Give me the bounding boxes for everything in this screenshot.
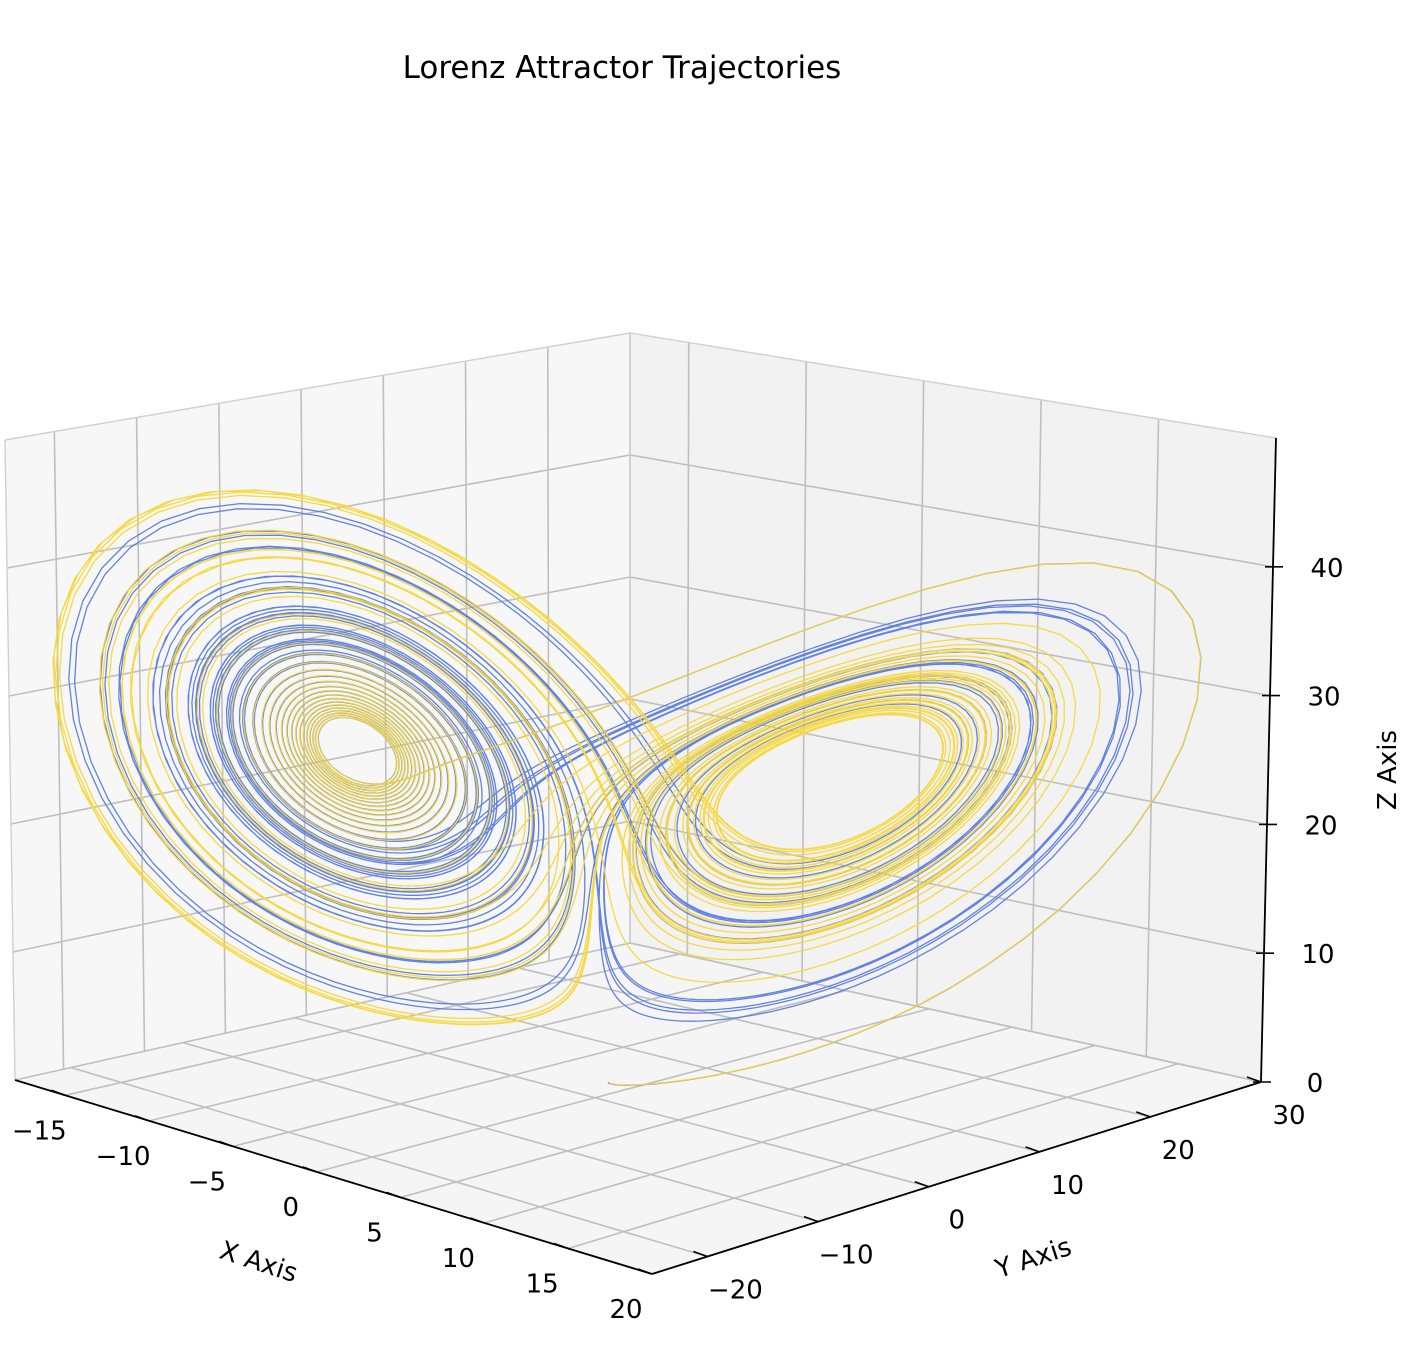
y-tick-label-3: 10 — [1051, 1171, 1084, 1201]
grid-left-z-25 — [8, 576, 631, 697]
grid-right-z-37 — [629, 454, 1274, 568]
y-tick-0 — [693, 1250, 708, 1258]
grid-floor-x-4 — [400, 1026, 1013, 1199]
z-tick-label-4: 40 — [1310, 554, 1343, 584]
grid-right-y-31 — [1145, 418, 1160, 1057]
x-tick-label-1: −10 — [96, 1142, 151, 1172]
grid-floor-y-9 — [182, 1041, 819, 1223]
x-tick-label-7: 20 — [609, 1295, 642, 1325]
z-tick-label-3: 30 — [1307, 683, 1340, 713]
series-layer — [52, 489, 1202, 1086]
z-tick-label-2: 20 — [1304, 811, 1337, 841]
x-tick-6 — [553, 1242, 569, 1250]
grid-right-y-27 — [686, 342, 690, 956]
y-axis-line — [651, 1081, 1262, 1275]
grid-floor-y-8 — [70, 1066, 708, 1258]
y-tick-3 — [1025, 1146, 1040, 1153]
z-axis-title: Z Axis — [1373, 730, 1403, 810]
y-tick-label-2: 0 — [949, 1206, 966, 1236]
grid-left-x-19 — [464, 361, 469, 980]
y-tick-label-5: 30 — [1272, 1101, 1305, 1131]
x-tick-3 — [302, 1166, 318, 1173]
y-tick-label-1: −10 — [819, 1241, 874, 1271]
pane-edge-0 — [4, 439, 16, 1081]
x-tick-label-4: 5 — [366, 1218, 383, 1248]
grid-floor-x-0 — [65, 953, 680, 1097]
x-tick-5 — [470, 1217, 485, 1224]
pane-edge-4 — [629, 332, 1277, 439]
grid-floor-x-5 — [484, 1044, 1096, 1224]
grid-left-z-22 — [14, 942, 631, 1081]
pane-edge-3 — [4, 332, 631, 441]
x-tick-label-0: −15 — [12, 1116, 67, 1146]
x-tick-label-5: 10 — [442, 1244, 475, 1274]
series-line-1 — [52, 489, 1202, 1086]
z-axis-line — [1260, 437, 1277, 1083]
grid-left-x-17 — [300, 389, 308, 1016]
y-axis-title: Y Axis — [991, 1232, 1075, 1285]
grid-left-x-16 — [218, 403, 227, 1034]
x-tick-0 — [51, 1089, 66, 1097]
x-tick-label-6: 15 — [526, 1269, 559, 1299]
y-tick-label-4: 20 — [1162, 1136, 1195, 1166]
x-tick-7 — [637, 1268, 653, 1275]
grid-right-z-34 — [629, 820, 1265, 954]
y-tick-label-0: −20 — [708, 1276, 763, 1306]
grid-right-z-36 — [629, 576, 1271, 697]
grid-left-x-14 — [53, 431, 65, 1070]
grid-right-z-33 — [629, 942, 1262, 1083]
grid-floor-x-6 — [567, 1062, 1179, 1250]
axes: −15−10−505101520−20−100102030010203040X … — [12, 437, 1403, 1325]
x-tick-1 — [134, 1115, 150, 1122]
grid-left-x-15 — [135, 417, 146, 1052]
x-axis-line — [14, 1079, 653, 1275]
grid-floor-y-10 — [294, 1016, 930, 1188]
grid-floor-x-1 — [148, 971, 764, 1122]
chart-title: Lorenz Attractor Trajectories — [403, 50, 842, 86]
y-tick-1 — [803, 1215, 819, 1223]
y-tick-4 — [1136, 1111, 1151, 1118]
grid-left-x-20 — [546, 347, 550, 962]
y-tick-5 — [1246, 1076, 1262, 1083]
y-tick-2 — [914, 1180, 930, 1188]
x-tick-label-2: −5 — [188, 1167, 226, 1197]
x-tick-4 — [386, 1191, 401, 1199]
x-tick-label-3: 0 — [282, 1193, 299, 1223]
grid-floor-x-3 — [316, 1008, 930, 1173]
z-tick-label-0: 0 — [1307, 1069, 1324, 1099]
x-tick-2 — [218, 1140, 234, 1148]
z-tick-label-1: 10 — [1301, 940, 1334, 970]
x-axis-title: X Axis — [216, 1236, 301, 1289]
